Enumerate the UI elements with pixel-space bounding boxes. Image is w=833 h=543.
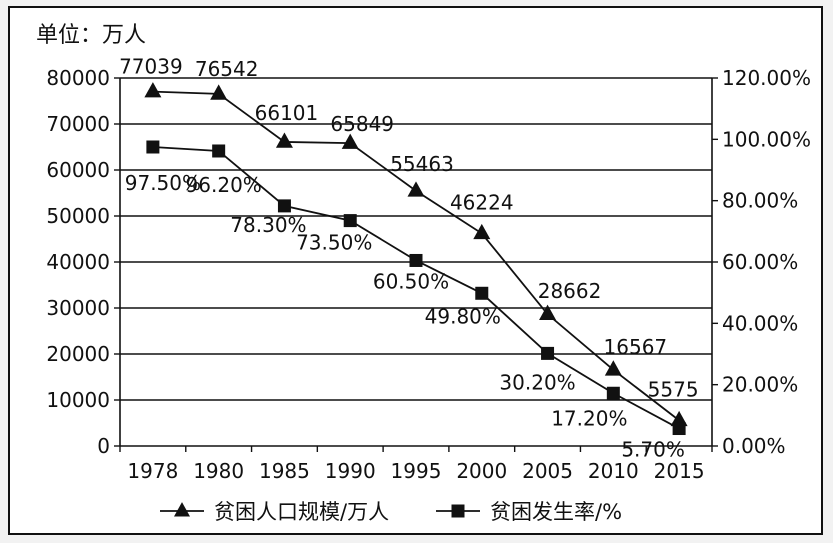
x-tick-label: 1980 [193, 459, 244, 483]
triangle-marker [539, 304, 557, 320]
data-label: 17.20% [551, 406, 627, 430]
square-marker [541, 346, 555, 360]
x-axis-ticks: 1978 1980 1985 1990 1995 2000 2005 2010 2015 [119, 446, 713, 483]
triangle-marker [210, 84, 228, 100]
legend: 贫困人口规模/万人 贫困发生率/% [160, 500, 622, 524]
right-tick-label: 60.00% [722, 250, 798, 274]
square-marker [409, 253, 423, 267]
x-tick-label: 2015 [654, 459, 705, 483]
right-tick-label: 40.00% [722, 311, 798, 335]
unit-label: 单位：万人 [36, 23, 146, 48]
data-label: 28662 [538, 279, 602, 303]
square-marker [672, 422, 686, 436]
data-label: 96.20% [186, 173, 262, 197]
data-label: 77039 [119, 55, 183, 79]
triangle-marker [604, 360, 622, 376]
square-marker [277, 199, 291, 213]
left-tick-label: 60000 [46, 158, 110, 182]
gridlines [120, 77, 712, 401]
data-label: 46224 [450, 190, 514, 214]
series-layer [144, 82, 688, 436]
left-tick-label: 70000 [46, 112, 110, 136]
x-tick-label: 1990 [325, 459, 376, 483]
data-label: 49.80% [425, 304, 501, 328]
left-axis-ticks: 0 10000 20000 30000 40000 50000 60000 70000 8000… [46, 66, 120, 458]
data-label: 73.50% [296, 231, 372, 255]
x-tick-label: 1985 [259, 459, 310, 483]
data-label: 30.20% [499, 370, 575, 394]
x-tick-label: 2005 [522, 459, 573, 483]
triangle-marker [144, 82, 162, 98]
x-tick-label: 1978 [127, 459, 178, 483]
data-label: 16567 [604, 335, 668, 359]
right-tick-label: 120.00% [722, 66, 811, 90]
data-label: 97.50% [125, 171, 201, 195]
chart-frame [8, 6, 823, 535]
left-tick-label: 50000 [46, 204, 110, 228]
left-tick-label: 0 [97, 434, 110, 458]
data-label: 55463 [390, 152, 454, 176]
data-labels: 77039 76542 66101 65849 55463 46224 28662 16567… [119, 55, 698, 462]
triangle-marker [341, 133, 359, 149]
square-marker [146, 140, 160, 154]
right-axis-ticks: 0.00% 20.00% 40.00% 60.00% 80.00% 100.00% 120.… [712, 66, 811, 458]
triangle-marker [407, 181, 425, 197]
right-tick-label: 0.00% [722, 434, 786, 458]
data-label: 60.50% [373, 269, 449, 293]
legend-square-marker [451, 504, 465, 518]
data-label: 5.70% [621, 438, 685, 462]
left-tick-label: 40000 [46, 250, 110, 274]
x-tick-label: 2010 [588, 459, 639, 483]
square-marker [475, 286, 489, 300]
data-label: 5575 [648, 377, 699, 401]
data-label: 76542 [195, 57, 259, 81]
x-tick-label: 2000 [456, 459, 507, 483]
left-tick-label: 30000 [46, 296, 110, 320]
data-label: 65849 [330, 112, 394, 136]
legend-label: 贫困发生率/% [490, 500, 622, 524]
x-tick-label: 1995 [391, 459, 442, 483]
square-marker [343, 214, 357, 228]
right-tick-label: 20.00% [722, 373, 798, 397]
triangle-marker [473, 223, 491, 240]
right-tick-label: 80.00% [722, 189, 798, 213]
right-tick-label: 100.00% [722, 127, 811, 151]
legend-triangle-marker [174, 502, 190, 517]
left-tick-label: 80000 [46, 66, 110, 90]
left-tick-label: 20000 [46, 342, 110, 366]
left-tick-label: 10000 [46, 388, 110, 412]
data-label: 78.30% [230, 213, 306, 237]
data-label: 66101 [255, 101, 319, 125]
legend-label: 贫困人口规模/万人 [214, 500, 389, 524]
square-marker [606, 386, 620, 400]
triangle-marker [275, 132, 293, 148]
square-marker [212, 144, 226, 158]
